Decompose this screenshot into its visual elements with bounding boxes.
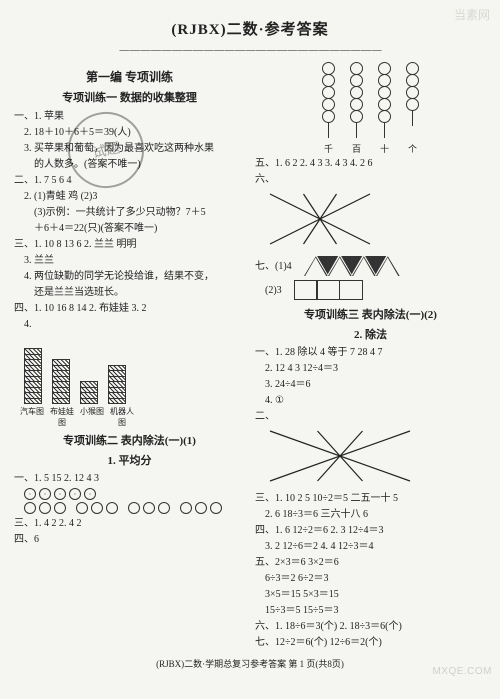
text-line: 三、1. 4 2 2. 4 2 bbox=[14, 516, 245, 531]
bar bbox=[80, 349, 98, 404]
text-line: 4. ① bbox=[255, 393, 486, 408]
circle-icon bbox=[24, 502, 36, 514]
text-line: 6÷3＝2 6÷2＝3 bbox=[255, 571, 486, 586]
text-line: 4. bbox=[14, 317, 245, 332]
text-line: 一、1. 28 除以 4 等于 7 28 4 7 bbox=[255, 345, 486, 360]
page-title: (RJBX)二数·参考答案 bbox=[14, 18, 486, 39]
circle-icon bbox=[210, 502, 222, 514]
section-title: 第一编 专项训练 bbox=[14, 68, 245, 85]
columns: 第一编 专项训练 专项训练一 数据的收集整理 一、1. 苹果 2. 18＋10＋… bbox=[14, 62, 486, 651]
abacus-labels: 千百十个 bbox=[255, 142, 486, 155]
text-line: 2. (1)青蛙 鸡 (2)3 bbox=[14, 189, 245, 204]
sub-title: 专项训练三 表内除法(一)(2) bbox=[255, 306, 486, 322]
sub-title: 专项训练二 表内除法(一)(1) bbox=[14, 432, 245, 448]
text-line: 六、 bbox=[255, 172, 486, 187]
text-line: 四、6 bbox=[14, 532, 245, 547]
text-line: (3)示例：一共统计了多少只动物？7＋5 bbox=[14, 205, 245, 220]
text-line: 一、1. 5 15 2. 12 4 3 bbox=[14, 471, 245, 486]
text-line: (2)3 bbox=[255, 283, 282, 298]
bar bbox=[24, 349, 42, 404]
watermark-top: 当素网 bbox=[454, 6, 490, 23]
bar-label: 小猴图 bbox=[80, 406, 104, 428]
square-icon bbox=[294, 280, 318, 300]
text-line: 三、1. 10 8 13 6 2. 兰兰 明明 bbox=[14, 237, 245, 252]
triangle-row bbox=[304, 256, 400, 276]
text-line: 3. 24÷4＝6 bbox=[255, 377, 486, 392]
abacus-rod bbox=[406, 62, 420, 138]
bar-chart bbox=[24, 336, 245, 404]
page-footer: (RJBX)二数·学期总复习参考答案 第 1 页(共8页) bbox=[14, 657, 486, 670]
watermark-bottom: MXQE.COM bbox=[432, 666, 492, 677]
circle-row bbox=[24, 502, 245, 514]
bar-label: 布娃娃图 bbox=[50, 406, 74, 428]
bar bbox=[108, 349, 126, 404]
circle-icon bbox=[195, 502, 207, 514]
abacus-rod bbox=[378, 62, 392, 138]
circle-icon: · bbox=[84, 488, 96, 500]
text-line: 一、1. 苹果 bbox=[14, 109, 245, 124]
circle-icon bbox=[106, 502, 118, 514]
text-line: 2. 18＋10＋6＋5＝39(人) bbox=[14, 125, 245, 140]
circle-icon bbox=[180, 502, 192, 514]
text-line: 七、(1)4 bbox=[255, 259, 292, 274]
text-line: 3. 买苹果和葡萄，因为最喜欢吃这两种水果 bbox=[14, 141, 245, 156]
bar-label: 汽车图 bbox=[20, 406, 44, 428]
header-rule: — — — — — — — — — — — — — — — — — — — — … bbox=[14, 45, 486, 56]
matching-diagram bbox=[265, 189, 486, 252]
page: (RJBX)二数·参考答案 — — — — — — — — — — — — — … bbox=[0, 0, 500, 680]
text-line: 还是兰兰当选班长。 bbox=[14, 285, 245, 300]
text-line: ＋6＋4＝22(只)(答案不唯一) bbox=[14, 221, 245, 236]
square-icon bbox=[316, 280, 340, 300]
small-title: 1. 平均分 bbox=[14, 452, 245, 468]
abacus-rod bbox=[350, 62, 364, 138]
circle-rows: ····· bbox=[14, 488, 245, 514]
abacus-rod bbox=[322, 62, 336, 138]
text-line: 3. 兰兰 bbox=[14, 253, 245, 268]
text-line: 3. 2 12÷6＝2 4. 4 12÷3＝4 bbox=[255, 539, 486, 554]
triangle-icon bbox=[376, 256, 400, 276]
sub-title: 专项训练一 数据的收集整理 bbox=[14, 89, 245, 105]
circle-icon: · bbox=[39, 488, 51, 500]
text-line: 的人数多。(答案不唯一) bbox=[14, 157, 245, 172]
bar-label: 机器人图 bbox=[110, 406, 134, 428]
circle-icon bbox=[143, 502, 155, 514]
text-line: 3×5＝15 5×3＝15 bbox=[255, 587, 486, 602]
abacus bbox=[255, 62, 486, 138]
circle-icon bbox=[76, 502, 88, 514]
text-line: 七、12÷2＝6(个) 12÷6＝2(个) bbox=[255, 635, 486, 650]
text-line: 4. 两位缺勤的同学无论投给谁，结果不变， bbox=[14, 269, 245, 284]
matching-diagram bbox=[265, 426, 486, 489]
text-line: 2. 6 18÷3＝6 三六十八 6 bbox=[255, 507, 486, 522]
circle-icon: · bbox=[24, 488, 36, 500]
text-line: 四、1. 6 12÷2＝6 2. 3 12÷4＝3 bbox=[255, 523, 486, 538]
square-row bbox=[294, 280, 362, 300]
circle-icon: · bbox=[69, 488, 81, 500]
circle-icon bbox=[128, 502, 140, 514]
text-line: 2. 12 4 3 12÷4＝3 bbox=[255, 361, 486, 376]
text-line: 五、2×3＝6 3×2＝6 bbox=[255, 555, 486, 570]
text-line: 15÷3＝5 15÷5＝3 bbox=[255, 603, 486, 618]
cross-svg bbox=[265, 426, 415, 486]
circle-icon bbox=[158, 502, 170, 514]
cross-svg bbox=[265, 189, 375, 249]
circle-row: ····· bbox=[24, 488, 245, 500]
circle-icon: · bbox=[54, 488, 66, 500]
circle-icon bbox=[91, 502, 103, 514]
square-icon bbox=[339, 280, 363, 300]
text-line: 二、1. 7 5 6 4 bbox=[14, 173, 245, 188]
left-column: 第一编 专项训练 专项训练一 数据的收集整理 一、1. 苹果 2. 18＋10＋… bbox=[14, 62, 245, 651]
bar-labels: 汽车图布娃娃图小猴图机器人图 bbox=[20, 406, 245, 428]
text-line: 六、1. 18÷6＝3(个) 2. 18÷3＝6(个) bbox=[255, 619, 486, 634]
dash-line: — — — — — — — — — — — — — — — — — — — — … bbox=[120, 45, 381, 56]
text-line: 二、 bbox=[255, 409, 486, 424]
text-line: 三、1. 10 2 5 10÷2＝5 二五一十 5 bbox=[255, 491, 486, 506]
right-column: 千百十个 五、1. 6 2 2. 4 3 3. 4 3 4. 2 6 六、 七、… bbox=[255, 62, 486, 651]
bar bbox=[52, 349, 70, 404]
circle-icon bbox=[39, 502, 51, 514]
circle-icon bbox=[54, 502, 66, 514]
text-line: 四、1. 10 16 8 14 2. 布娃娃 3. 2 bbox=[14, 301, 245, 316]
text-line: 五、1. 6 2 2. 4 3 3. 4 3 4. 2 6 bbox=[255, 156, 486, 171]
small-title: 2. 除法 bbox=[255, 326, 486, 342]
